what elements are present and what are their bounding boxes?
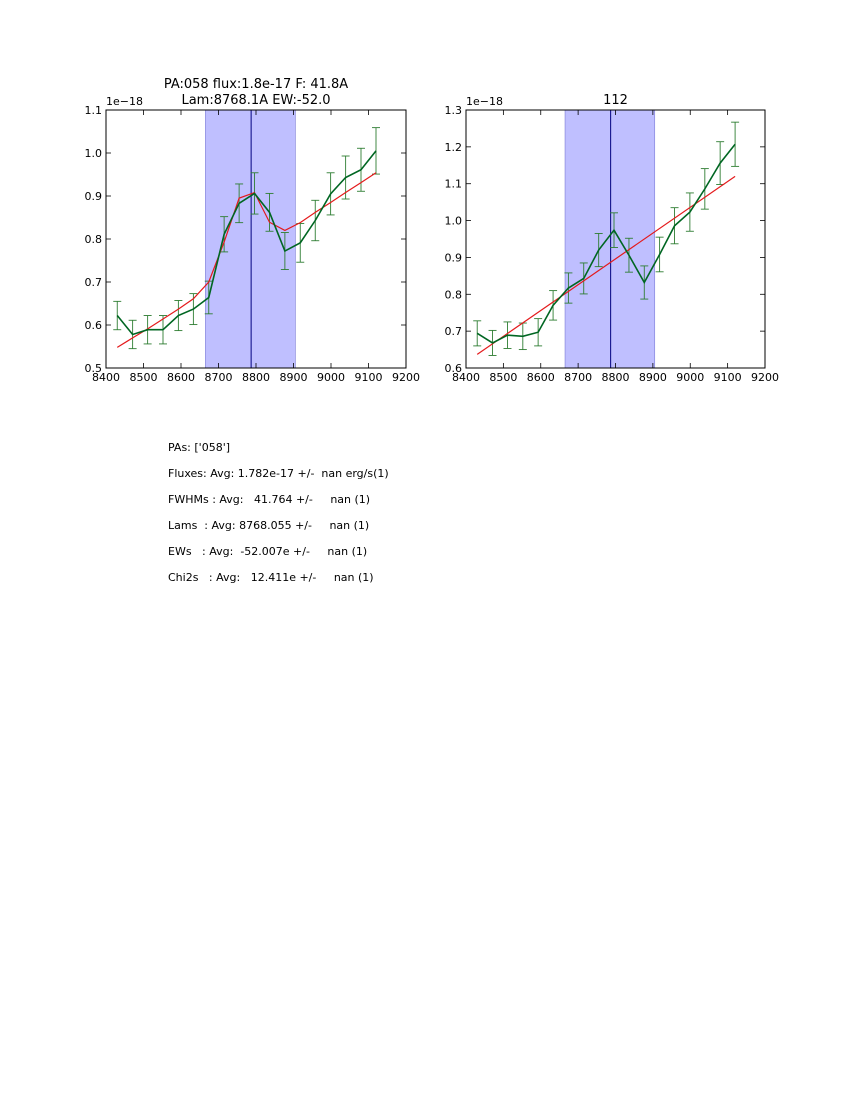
x-tick-label: 9200 [392,371,420,384]
chart-panel-2: 8400 8500 8600 8700 8800 8900 9000 9100 9200 0.6 0… [445,93,780,384]
summary-ews: EWs : Avg: -52.007e +/- nan (1) [168,545,368,558]
summary-fluxes: Fluxes: Avg: 1.782e-17 +/- nan erg/s(1) [168,467,389,480]
y-tick-label: 0.8 [85,233,103,246]
summary-pas: PAs: ['058'] [168,441,231,454]
x-tick-label: 8600 [167,371,195,384]
y-tick-label: 1.2 [445,141,463,154]
x-tick-label: 9100 [714,371,742,384]
spectrum-charts: 8400 8500 8600 8700 8800 8900 9000 9100 9200 0.5 0… [85,77,780,384]
data-spectrum-line [476,143,736,344]
model-fit-line [476,175,736,355]
x-tick-label: 9000 [317,371,345,384]
y-tick-label: 1.0 [85,147,103,160]
y-tick-label: 0.5 [85,362,103,375]
y-tick-label: 0.9 [445,251,463,264]
x-tick-label: 9100 [355,371,383,384]
y-tick-label: 1.1 [445,178,463,191]
x-tick-label: 9200 [751,371,779,384]
x-tick-label: 8400 [452,371,480,384]
summary-lams: Lams : Avg: 8768.055 +/- nan (1) [168,519,370,532]
chart-title-line: PA:058 flux:1.8e-17 F: 41.8A [164,77,348,92]
chart-title-line: 112 [603,93,628,108]
y-tick-label: 0.6 [85,319,103,332]
y-tick-label: 0.6 [445,362,463,375]
line-window-band [205,109,296,369]
chart-panel-1: 8400 8500 8600 8700 8800 8900 9000 9100 9200 0.5 0… [85,77,421,384]
x-tick-label: 8900 [280,371,308,384]
data-spectrum-line [116,150,377,336]
x-tick-label: 8900 [639,371,667,384]
x-tick-label: 8600 [527,371,555,384]
line-window-band [564,109,656,369]
y-offset-label: 1e−18 [466,95,503,108]
x-tick-label: 8700 [564,371,592,384]
x-tick-label: 8800 [602,371,630,384]
y-tick-label: 1.1 [85,104,103,117]
model-fit-line [116,172,377,348]
y-tick-label: 0.8 [445,288,463,301]
y-offset-label: 1e−18 [106,95,143,108]
y-tick-label: 1.3 [445,104,463,117]
fit-summary: PAs: ['058'] Fluxes: Avg: 1.782e-17 +/- … [168,435,389,591]
x-tick-label: 8700 [205,371,233,384]
x-tick-label: 9000 [676,371,704,384]
summary-fwhms: FWHMs : Avg: 41.764 +/- nan (1) [168,493,371,506]
summary-chi2s: Chi2s : Avg: 12.411e +/- nan (1) [168,571,374,584]
y-tick-label: 1.0 [445,215,463,228]
chart-title-line: Lam:8768.1A EW:-52.0 [181,93,330,108]
x-tick-label: 8500 [130,371,158,384]
x-tick-label: 8800 [242,371,270,384]
x-tick-label: 8500 [489,371,517,384]
y-tick-label: 0.9 [85,190,103,203]
y-tick-label: 0.7 [85,276,103,289]
y-tick-label: 0.7 [445,325,463,338]
x-tick-label: 8400 [92,371,120,384]
